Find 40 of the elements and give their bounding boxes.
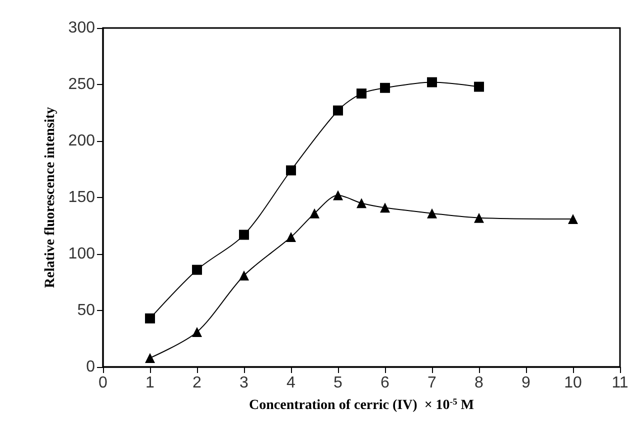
x-tick-label: 9 (522, 374, 531, 392)
point (192, 326, 202, 337)
x-tick-label: 10 (564, 374, 582, 392)
x-tick-label: 7 (428, 374, 437, 392)
x-tick-label: 8 (474, 374, 484, 392)
point (286, 232, 296, 242)
x-tick-label: 4 (286, 374, 296, 392)
x-tick-label: 2 (192, 374, 202, 392)
point (474, 212, 484, 223)
point (474, 82, 484, 92)
y-tick-label: 0 (86, 358, 96, 376)
y-tick-label: 50 (77, 302, 96, 319)
y-tick-label: 300 (68, 20, 96, 36)
point (427, 208, 437, 218)
point (310, 208, 320, 218)
x-tick-label: 6 (380, 374, 390, 392)
y-tick-label: 250 (68, 76, 96, 93)
point (333, 190, 343, 200)
point (333, 105, 343, 116)
x-tick-label: 1 (146, 374, 155, 392)
y-axis-title: Relative fluorescence intensity (42, 107, 58, 288)
point (192, 264, 202, 275)
point (239, 270, 249, 280)
y-tick-label: 200 (68, 132, 96, 150)
point (239, 230, 249, 240)
point (286, 165, 296, 176)
x-tick-label: 11 (612, 374, 628, 392)
point (568, 214, 578, 224)
point (427, 77, 437, 88)
point (356, 88, 366, 99)
y-tick-label: 100 (68, 246, 96, 262)
point (380, 82, 390, 93)
x-tick-label: 0 (98, 374, 108, 392)
point (380, 202, 390, 213)
y-tick-label: 150 (68, 189, 96, 206)
point (356, 198, 366, 208)
point (145, 352, 155, 363)
point (145, 313, 155, 324)
x-tick-label: 3 (240, 374, 249, 392)
x-tick-label: 5 (334, 374, 343, 392)
